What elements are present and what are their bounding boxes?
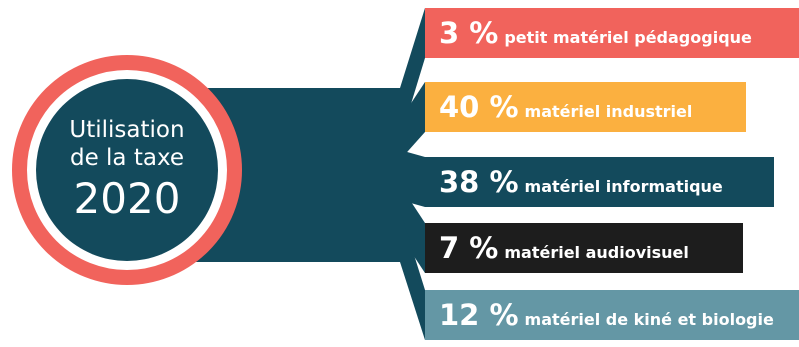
bar-label: petit matériel pédagogique bbox=[504, 27, 752, 47]
bar-materiel-kine-biologie: 12 % matériel de kiné et biologie bbox=[425, 290, 799, 340]
connector-branch-3 bbox=[400, 150, 425, 207]
bar-label: matériel industriel bbox=[524, 101, 693, 121]
bar-percent: 40 % bbox=[439, 90, 519, 124]
bar-label: matériel audiovisuel bbox=[504, 242, 689, 262]
bar-materiel-industriel: 40 % matériel industriel bbox=[425, 82, 746, 132]
bar-petit-materiel: 3 % petit matériel pédagogique bbox=[425, 8, 799, 58]
center-title-line2: de la taxe bbox=[69, 145, 185, 171]
center-circle-inner: Utilisation de la taxe 2020 bbox=[36, 79, 218, 261]
bar-percent: 38 % bbox=[439, 165, 519, 199]
bar-percent: 3 % bbox=[439, 16, 499, 50]
bar-materiel-informatique: 38 % matériel informatique bbox=[425, 157, 774, 207]
bar-label: matériel de kiné et biologie bbox=[524, 309, 774, 329]
connector-branch-4 bbox=[400, 185, 425, 273]
connector-branch-5 bbox=[400, 210, 425, 340]
center-year: 2020 bbox=[73, 174, 181, 223]
bar-materiel-audiovisuel: 7 % matériel audiovisuel bbox=[425, 223, 743, 273]
bar-percent: 7 % bbox=[439, 231, 499, 265]
bar-percent: 12 % bbox=[439, 298, 519, 332]
center-title-line1: Utilisation bbox=[69, 117, 185, 143]
connector-branch-2 bbox=[400, 82, 425, 160]
center-circle: Utilisation de la taxe 2020 bbox=[12, 55, 242, 285]
bar-label: matériel informatique bbox=[524, 176, 723, 196]
connector-branch-1 bbox=[400, 8, 425, 140]
